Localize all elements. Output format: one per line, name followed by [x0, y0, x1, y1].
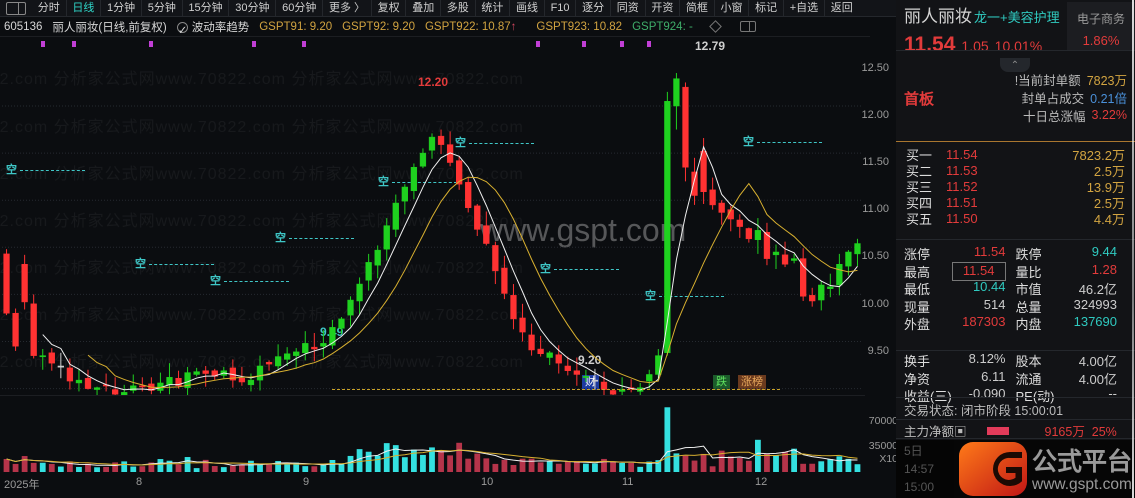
svg-text:公式平台: 公式平台	[1032, 447, 1132, 476]
svg-text:www.gspt.com: www.gspt.com	[1031, 476, 1132, 493]
